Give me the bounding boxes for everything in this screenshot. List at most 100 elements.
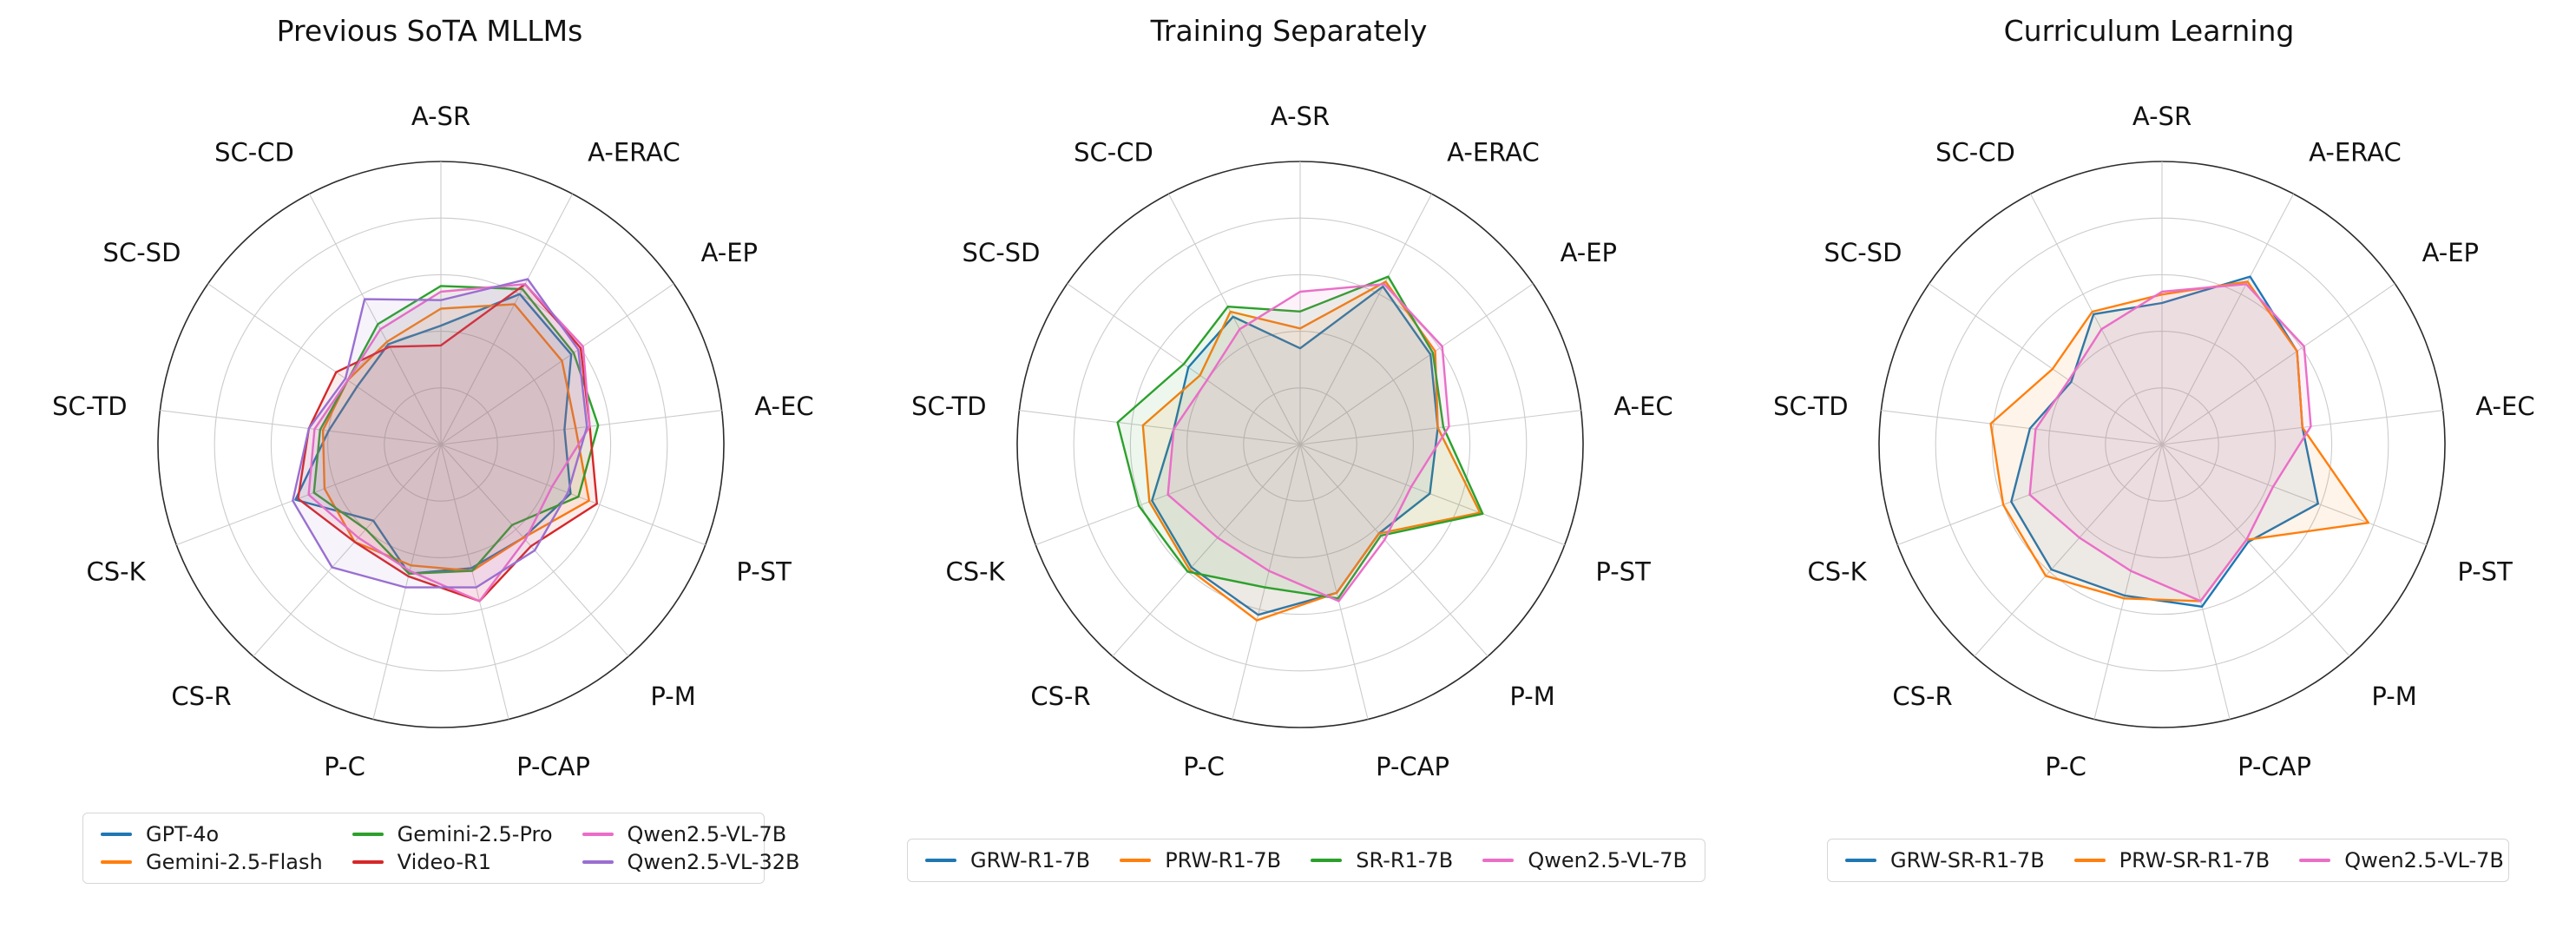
axis-label-p-st: P-ST	[736, 557, 792, 587]
grid-spoke	[1299, 444, 1369, 720]
legend-label: GPT-4o	[146, 822, 220, 846]
legend-box: GRW-SR-R1-7B PRW-SR-R1-7B Qwen2.5-VL-7B	[1827, 839, 2509, 882]
series-fill-Qwen2.5-VL-7B	[308, 284, 590, 602]
subplot-curriculum-learning: Curriculum Learning A-SR A-ERAC A-EP A-EC P-…	[1719, 0, 2576, 935]
chart-title: Training Separately	[1150, 14, 1428, 48]
axis-label-cs-k: CS-K	[1808, 557, 1868, 587]
legend-label: PRW-R1-7B	[1165, 848, 1282, 872]
grid-spoke	[2161, 444, 2428, 546]
axis-label-sc-cd: SC-CD	[1074, 138, 1153, 168]
legend-label: Video-R1	[397, 850, 491, 874]
legend-swatch	[1120, 859, 1152, 862]
grid-spoke	[440, 444, 509, 720]
legend-item-PRW-R1-7B: PRW-R1-7B	[1120, 848, 1281, 872]
series-line-PRW-SR-R1-7B	[1989, 280, 2369, 602]
axis-label-cs-r: CS-R	[1892, 681, 1952, 711]
axis-label-sc-sd: SC-SD	[1824, 238, 1902, 267]
grid-spoke	[372, 444, 442, 720]
legend-item-PRW-SR-R1-7B: PRW-SR-R1-7B	[2073, 848, 2270, 872]
axis-label-a-ep: A-EP	[2422, 238, 2479, 267]
legend-label: Qwen2.5-VL-7B	[627, 822, 787, 846]
grid-spoke	[309, 194, 442, 445]
axis-label-p-st: P-ST	[2457, 557, 2513, 587]
axis-label-sc-sd: SC-SD	[103, 238, 181, 267]
legend-swatch	[1482, 859, 1515, 862]
legend-item-Qwen2.5-VL-32B: Qwen2.5-VL-32B	[582, 850, 800, 874]
legend-swatch	[101, 833, 132, 836]
axis-label-p-m: P-M	[1509, 681, 1554, 711]
legend-item-Qwen2.5-VL-7B: Qwen2.5-VL-7B	[2299, 848, 2504, 872]
grid-spoke	[2161, 444, 2350, 657]
grid-spoke	[440, 444, 706, 546]
series-fill-PRW-SR-R1-7B	[1990, 281, 2369, 602]
series-fill-PRW-R1-7B	[1142, 281, 1481, 621]
axis-label-cs-r: CS-R	[1030, 681, 1090, 711]
grid-spoke	[1299, 444, 1566, 546]
axis-label-a-ec: A-EC	[754, 392, 813, 421]
axis-label-p-st: P-ST	[1595, 557, 1651, 587]
grid-spoke	[253, 444, 442, 657]
axis-label-a-erac: A-ERAC	[1447, 138, 1540, 168]
subplot-previous-sota-mllms: Previous SoTA MLLMs A-SR A-ERAC A-EP A-EC P-…	[0, 0, 859, 935]
subplot-training-separately: Training Separately A-SR A-ERAC A-EP A-EC P-…	[859, 0, 1718, 935]
axis-label-a-sr: A-SR	[1271, 102, 1330, 131]
axis-label-sc-td: SC-TD	[52, 392, 128, 421]
axis-label-a-sr: A-SR	[411, 102, 470, 131]
legend-swatch	[2299, 859, 2331, 862]
grid-spoke	[2161, 444, 2231, 720]
legend-label: PRW-SR-R1-7B	[2119, 848, 2270, 872]
legend-label: Qwen2.5-VL-32B	[627, 850, 800, 874]
series-fill-Qwen2.5-VL-7B	[1167, 284, 1449, 602]
axis-label-p-cap: P-CAP	[1376, 752, 1449, 781]
radar-chart-svg: A-SR A-ERAC A-EP A-EC P-ST P-M P-CAP P-C CS-R CS-…	[1773, 102, 2534, 781]
grid-spoke	[1299, 194, 1432, 445]
series-fill-Gemini-2.5-Flash	[323, 304, 589, 571]
legend-box: GRW-R1-7B PRW-R1-7B SR-R1-7B Qwen2.5-VL-7B	[907, 839, 1705, 882]
grid-spoke	[1299, 410, 1581, 445]
grid-spoke	[1299, 444, 1488, 657]
grid-spoke	[1881, 410, 2163, 445]
grid-spoke	[440, 410, 722, 445]
grid-spoke	[2161, 283, 2395, 445]
grid-spoke	[2161, 194, 2294, 445]
axis-label-a-erac: A-ERAC	[588, 138, 680, 168]
axis-label-p-c: P-C	[2045, 752, 2086, 781]
legend-swatch	[352, 833, 384, 836]
chart-title: Curriculum Learning	[2003, 14, 2295, 48]
grid-spoke	[1019, 410, 1301, 445]
legend-label: GRW-R1-7B	[970, 848, 1091, 872]
legend-item-Gemini-2.5-Flash: Gemini-2.5-Flash	[101, 850, 323, 874]
grid-spoke	[1168, 194, 1301, 445]
axis-label-p-c: P-C	[324, 752, 365, 781]
legend-box: GPT-4o Gemini-2.5-Flash Gemini-2.5-Pro Vide…	[82, 813, 799, 884]
grid-spoke	[1974, 444, 2163, 657]
series-fill-Qwen2.5-VL-32B	[292, 279, 588, 588]
grid-spoke	[2093, 444, 2163, 720]
axis-label-sc-sd: SC-SD	[963, 238, 1041, 267]
axis-label-p-m: P-M	[650, 681, 695, 711]
series-line-SR-R1-7B	[1116, 275, 1484, 600]
axis-label-cs-r: CS-R	[171, 681, 231, 711]
legend-label: SR-R1-7B	[1356, 848, 1454, 872]
legend-label: Qwen2.5-VL-7B	[1528, 848, 1687, 872]
grid-spoke	[1112, 444, 1301, 657]
legend-swatch	[582, 833, 614, 836]
legend-label: Gemini-2.5-Flash	[146, 850, 323, 874]
axis-label-a-ep: A-EP	[1561, 238, 1617, 267]
legend-swatch	[582, 860, 614, 864]
axis-label-sc-cd: SC-CD	[1935, 138, 2015, 168]
grid-spoke	[1232, 444, 1301, 720]
legend-item-Qwen2.5-VL-7B: Qwen2.5-VL-7B	[582, 822, 800, 846]
series-line-GRW-R1-7B	[1151, 285, 1439, 616]
axis-label-a-sr: A-SR	[2132, 102, 2192, 131]
axis-label-cs-k: CS-K	[946, 557, 1006, 587]
series-fill-GPT-4o	[295, 293, 572, 574]
axis-label-a-ec: A-EC	[2475, 392, 2534, 421]
series-fill-Qwen2.5-VL-7B	[2029, 284, 2311, 602]
axis-label-a-ep: A-EP	[701, 238, 758, 267]
series-line-Qwen2.5-VL-32B	[292, 278, 588, 589]
legend-swatch	[101, 860, 132, 864]
legend-label: GRW-SR-R1-7B	[1890, 848, 2045, 872]
series-line-Qwen2.5-VL-7B	[2028, 283, 2312, 602]
legend-item-Video-R1: Video-R1	[352, 850, 553, 874]
